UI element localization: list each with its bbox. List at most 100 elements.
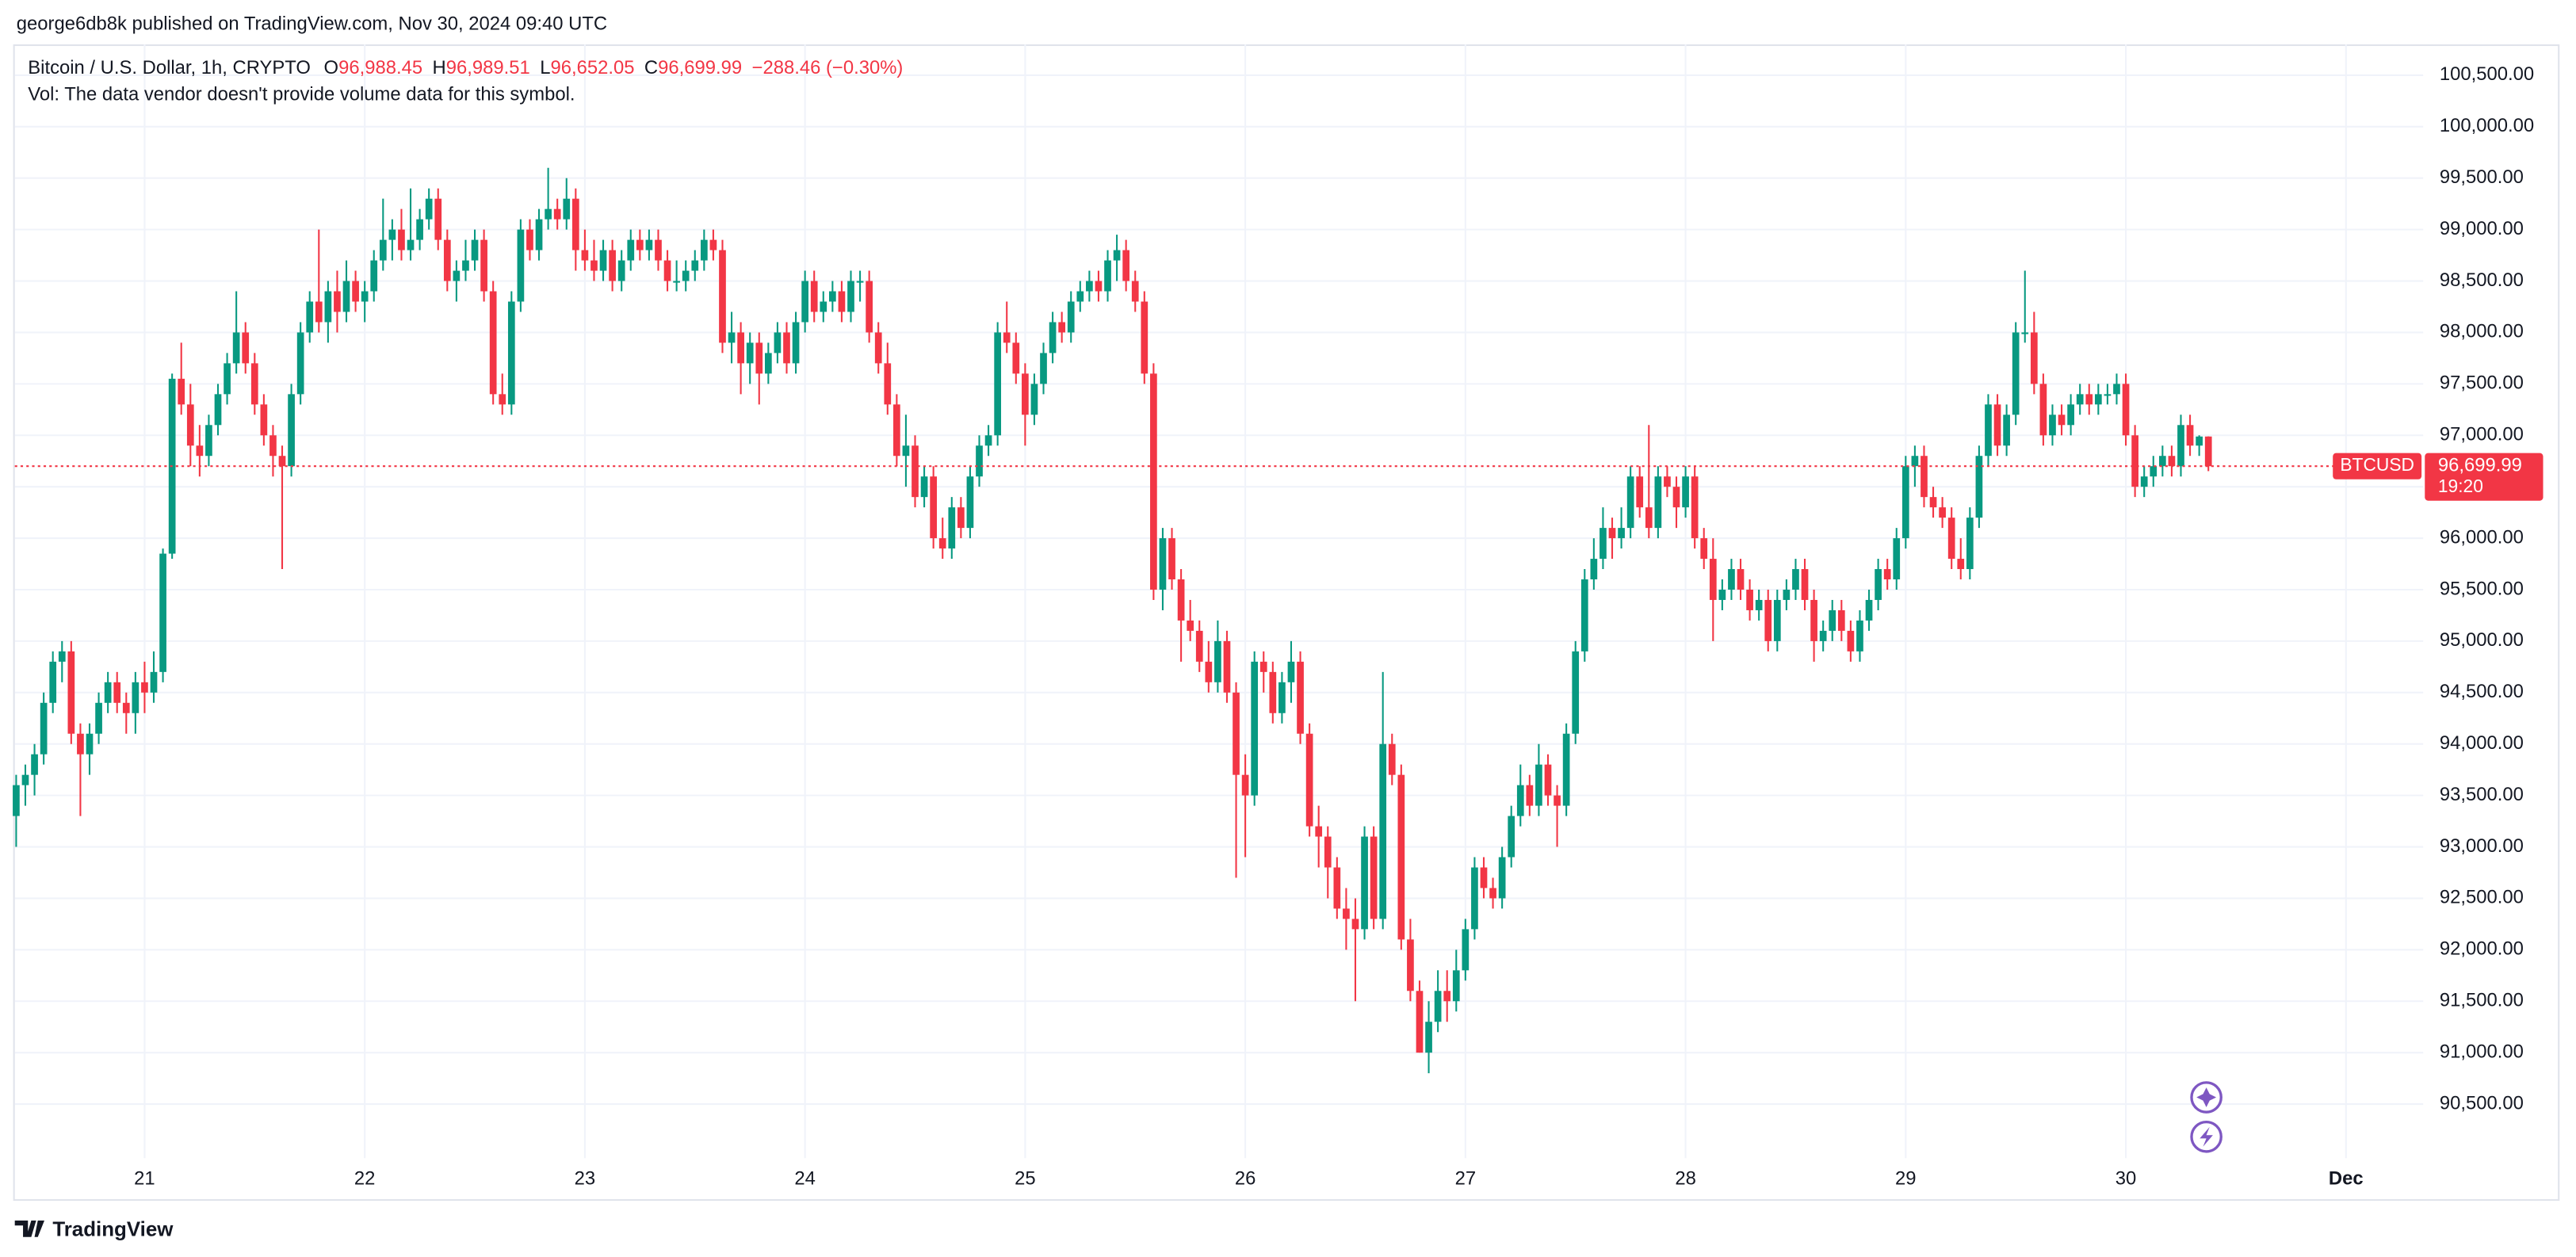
candle-body <box>1095 281 1103 292</box>
candle-body <box>645 239 653 250</box>
candle-body <box>691 260 699 271</box>
candle-body <box>1049 322 1057 353</box>
candle-body <box>1856 620 1863 651</box>
candle-body <box>709 239 717 250</box>
candle-body <box>471 239 479 261</box>
candle-body <box>829 291 836 302</box>
candle-body <box>2067 404 2074 426</box>
candle-body <box>801 281 808 323</box>
candle-body <box>232 332 240 364</box>
candle-body <box>1554 795 1561 806</box>
candle-body <box>1030 384 1038 415</box>
grid <box>14 44 2424 1159</box>
candle-body <box>517 229 525 302</box>
candle-body <box>1104 260 1111 292</box>
candle-body <box>866 281 873 333</box>
y-tick-label: 98,500.00 <box>2440 269 2524 291</box>
symbol-label: BTCUSD <box>2340 454 2414 475</box>
x-tick-label: 23 <box>575 1167 596 1189</box>
y-tick-label: 100,500.00 <box>2440 63 2534 85</box>
candle-body <box>1975 456 1983 518</box>
y-tick-label: 98,000.00 <box>2440 321 2524 342</box>
change: −288.46 (−0.30%) <box>752 57 904 78</box>
candle-body <box>984 435 992 446</box>
candle-body <box>150 671 158 693</box>
candle-body <box>361 291 369 302</box>
candle-body <box>1700 538 1708 560</box>
candle-body <box>40 702 48 755</box>
candle-body <box>1654 476 1662 529</box>
candle-body <box>2049 415 2056 436</box>
candle-body <box>1664 476 1671 487</box>
candle-body <box>95 702 102 734</box>
candle-body <box>1195 630 1203 662</box>
candle-body <box>1544 764 1552 796</box>
candle-body <box>1810 599 1817 641</box>
candle-body <box>2058 415 2066 426</box>
candle-body <box>994 332 1002 436</box>
candle-body <box>141 682 148 693</box>
x-tick-label: 27 <box>1455 1167 1477 1189</box>
high-value: 96,989.51 <box>446 57 530 78</box>
candle-body <box>673 281 680 283</box>
candle-body <box>416 219 423 240</box>
candle-body <box>489 291 497 395</box>
candle-body <box>1819 630 1827 641</box>
high-label: H <box>433 57 446 78</box>
candle-body <box>1682 476 1689 508</box>
candle-body <box>609 250 616 281</box>
candle-body <box>186 404 194 446</box>
open-label: O <box>324 57 339 78</box>
candle-body <box>1205 661 1213 682</box>
y-tick-label: 91,000.00 <box>2440 1041 2524 1062</box>
candle-body <box>893 404 900 457</box>
candle-body <box>1122 250 1130 281</box>
symbol-badge <box>2333 453 2422 479</box>
candle-body <box>1067 301 1075 333</box>
candle-body <box>1168 538 1175 580</box>
candle-body <box>617 260 625 281</box>
candle-body <box>1443 991 1451 1002</box>
legend: Bitcoin / U.S. Dollar, 1h, CRYPTO O96,988… <box>28 57 903 78</box>
candle-body <box>315 301 323 323</box>
candle-body <box>1535 764 1542 806</box>
candle-body <box>1985 404 1992 457</box>
candle-body <box>196 445 204 457</box>
candle-body <box>1764 599 1772 641</box>
candle-body <box>1351 919 1359 930</box>
x-tick-label: 25 <box>1015 1167 1036 1189</box>
candle-body <box>774 332 782 353</box>
candle-body <box>655 239 662 261</box>
candle-body <box>820 301 827 312</box>
candle-body <box>1131 281 1139 302</box>
candle-body <box>1214 640 1221 682</box>
candle-body <box>884 363 892 405</box>
candle-body <box>2158 456 2166 467</box>
candle-body <box>1672 487 1680 508</box>
price-badge <box>2425 453 2544 501</box>
candle-body <box>2030 332 2038 384</box>
y-tick-label: 99,500.00 <box>2440 166 2524 188</box>
candle-body <box>1269 671 1277 713</box>
candle-body <box>636 239 644 250</box>
candle-body <box>1966 518 1974 570</box>
candle-body <box>1773 599 1781 641</box>
ai-icon[interactable] <box>2190 1081 2222 1114</box>
candle-body <box>31 754 38 775</box>
candle-body <box>507 301 515 405</box>
candle-body <box>856 281 864 283</box>
candle-body <box>58 651 66 662</box>
candle-body <box>214 394 222 426</box>
candle-body <box>948 507 956 549</box>
candle-body <box>1177 579 1185 621</box>
candle-body <box>2122 384 2130 436</box>
candle-body <box>2196 436 2203 446</box>
candle-body <box>21 774 29 785</box>
flash-icon[interactable] <box>2190 1120 2222 1153</box>
candle-body <box>957 507 965 529</box>
candle-body <box>352 281 359 302</box>
x-tick-label: 30 <box>2115 1167 2137 1189</box>
candle-body <box>425 198 433 220</box>
y-tick-label: 92,500.00 <box>2440 887 2524 908</box>
